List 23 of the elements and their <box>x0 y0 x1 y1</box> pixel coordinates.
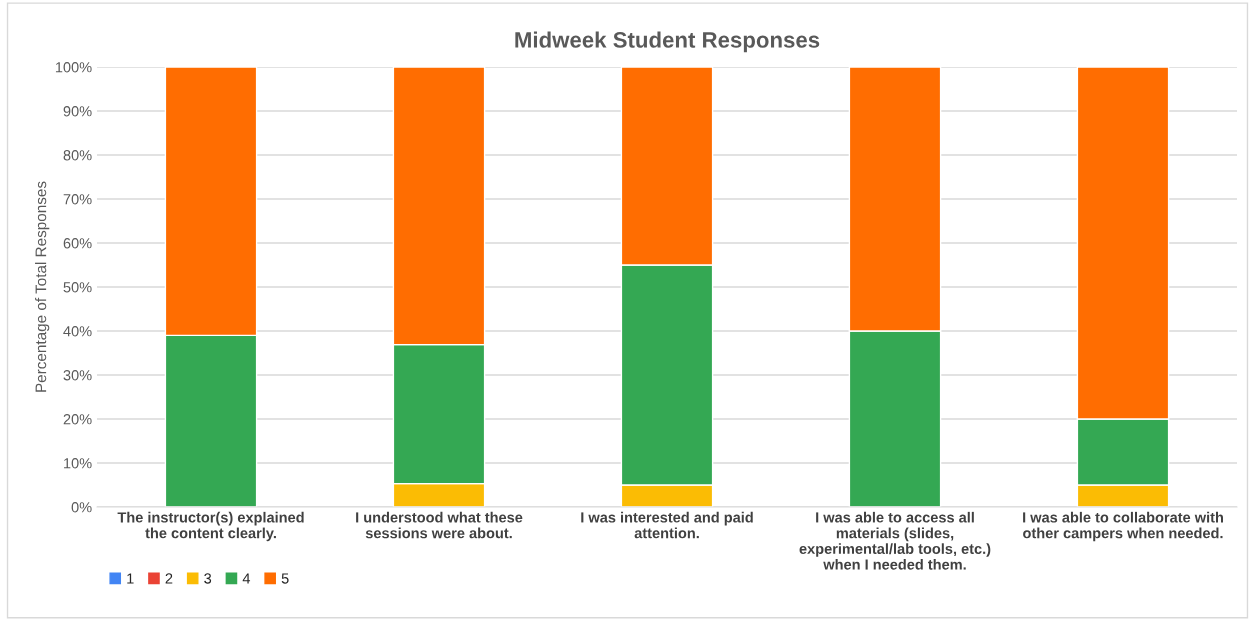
legend-label: 2 <box>165 573 173 584</box>
y-tick-label: 0% <box>71 502 92 513</box>
y-tick-label: 70% <box>63 194 92 205</box>
legend-label: 1 <box>127 573 134 584</box>
x-tick-label: I was able to access all materials (slides, experimental/lab tools, etc.) when I needed them. <box>799 511 991 570</box>
x-tick-label: I understood what these sessions were about. <box>356 511 523 539</box>
y-tick-label: 80% <box>63 150 92 161</box>
y-tick-label: 50% <box>63 282 92 293</box>
legend-label: 4 <box>242 573 251 584</box>
y-tick-label: 90% <box>63 106 92 117</box>
y-tick-label: 10% <box>64 458 92 469</box>
y-tick-label: 60% <box>63 238 92 249</box>
chart-title: Midweek Student Responses <box>515 31 820 53</box>
y-axis-title: Percentage of Total Responses <box>35 181 50 392</box>
y-tick-label: 20% <box>63 414 92 425</box>
y-tick-label: 40% <box>63 326 92 337</box>
legend-label: 5 <box>281 573 289 584</box>
y-tick-label: 100% <box>55 62 92 73</box>
y-tick-label: 30% <box>63 370 92 381</box>
x-tick-label: The instructor(s) explained the content clearly. <box>117 511 304 542</box>
legend-label: 3 <box>204 573 212 584</box>
x-tick-label: I was interested and paid attention. <box>581 511 753 539</box>
x-tick-label: I was able to collaborate with other campers when needed. <box>1023 511 1223 542</box>
